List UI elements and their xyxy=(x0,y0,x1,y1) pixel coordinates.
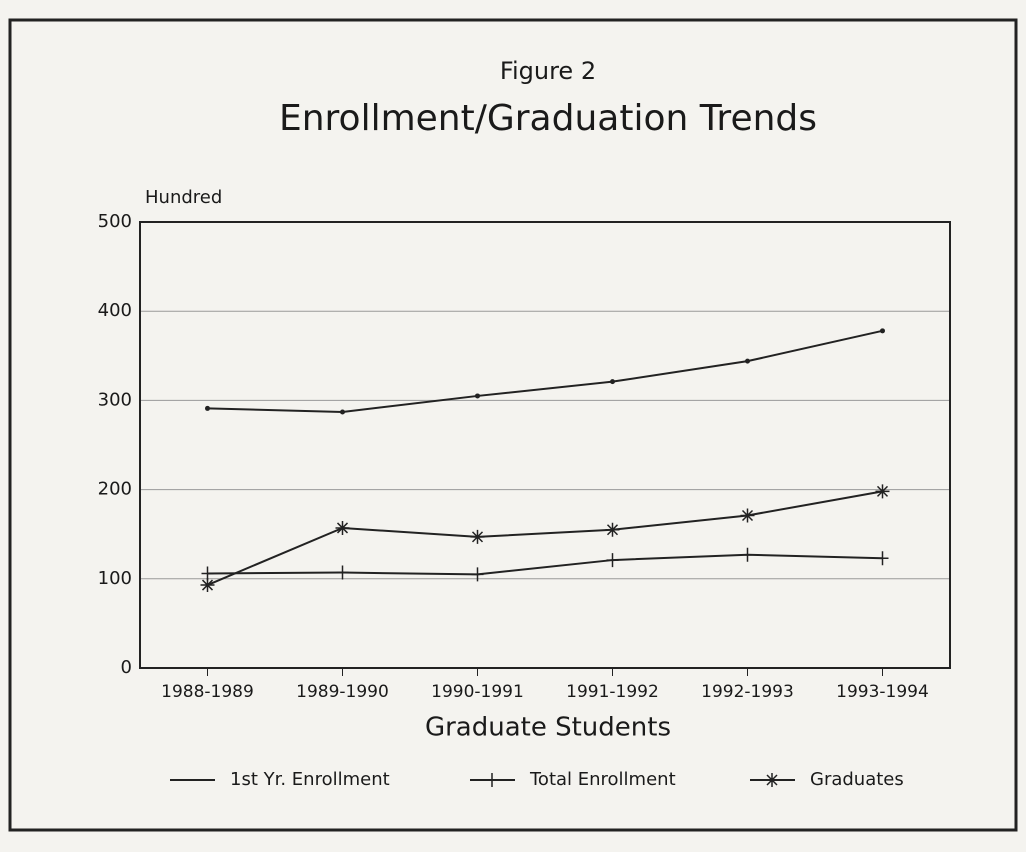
point xyxy=(340,409,345,415)
point xyxy=(876,551,889,566)
point xyxy=(335,520,350,535)
legend-label: 1st Yr. Enrollment xyxy=(230,769,390,790)
y-tick-label: 300 xyxy=(98,389,132,410)
legend-label: Total Enrollment xyxy=(529,769,676,790)
x-tick-label: 1989-1990 xyxy=(296,682,389,702)
chart-subtitle: Figure 2 xyxy=(500,57,596,85)
chart-title: Enrollment/Graduation Trends xyxy=(279,98,817,139)
point xyxy=(486,773,498,787)
line xyxy=(207,553,883,576)
point xyxy=(740,508,755,523)
plot-frame xyxy=(139,221,951,669)
y-tick-label: 200 xyxy=(98,479,132,500)
point xyxy=(470,529,485,544)
x-tick-label: 1990-1991 xyxy=(431,682,524,702)
y-tick-label: 500 xyxy=(98,211,132,232)
point xyxy=(880,328,885,334)
y-tick-label: 0 xyxy=(121,657,132,678)
x-axis-label: Graduate Students xyxy=(425,713,671,743)
line xyxy=(207,490,883,586)
y-tick-label: 400 xyxy=(98,300,132,321)
x-tick-label: 1993-1994 xyxy=(836,682,929,702)
point xyxy=(605,522,620,537)
point xyxy=(741,547,754,562)
point xyxy=(765,773,779,787)
point xyxy=(336,565,349,580)
frame xyxy=(8,18,1018,832)
x-tick-label: 1992-1993 xyxy=(701,682,794,702)
line xyxy=(207,329,883,413)
point xyxy=(475,393,480,399)
point xyxy=(205,405,210,411)
point xyxy=(745,358,750,364)
x-tick-label: 1991-1992 xyxy=(566,682,659,702)
legend-label: Graduates xyxy=(810,769,904,790)
point xyxy=(200,578,215,593)
point xyxy=(471,567,484,582)
point xyxy=(875,484,890,499)
y-axis-label: Hundred xyxy=(145,187,222,208)
x-tick-label: 1988-1989 xyxy=(161,682,254,702)
point xyxy=(610,379,615,385)
point xyxy=(606,553,619,568)
y-tick-label: 100 xyxy=(98,568,132,589)
